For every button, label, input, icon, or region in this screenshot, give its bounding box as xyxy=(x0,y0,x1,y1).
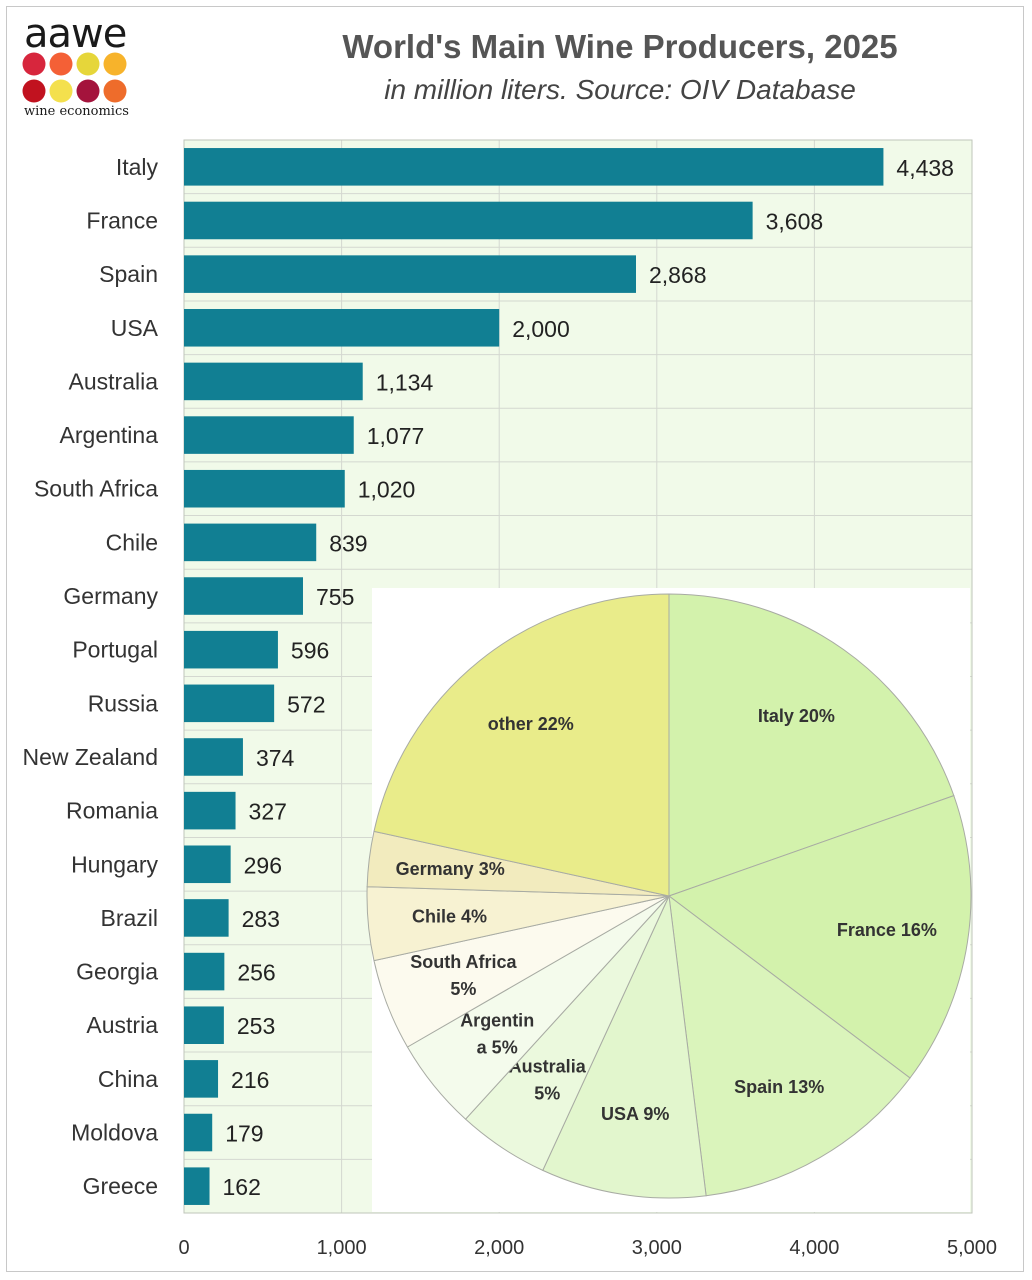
bar xyxy=(184,684,275,723)
category-label: USA xyxy=(111,315,159,341)
data-label: 256 xyxy=(237,960,275,986)
category-label: France xyxy=(86,207,158,233)
x-tick-label: 1,000 xyxy=(317,1237,367,1259)
logo-subtext: wine economics xyxy=(24,104,129,119)
data-label: 327 xyxy=(249,799,287,825)
pie-slice xyxy=(542,894,707,1199)
plot-border xyxy=(183,139,973,1214)
category-label: Argentina xyxy=(60,422,159,448)
data-label: 374 xyxy=(256,745,295,771)
x-tick-label: 5,000 xyxy=(947,1237,997,1259)
category-label: Spain xyxy=(99,261,158,287)
bar xyxy=(184,523,317,562)
category-label: Greece xyxy=(83,1173,158,1199)
category-label: China xyxy=(98,1066,158,1092)
logo-dot xyxy=(22,52,46,76)
bar xyxy=(184,1060,219,1098)
x-tick-label: 4,000 xyxy=(789,1237,839,1259)
data-label: 179 xyxy=(225,1121,263,1147)
pie-slice-label: France 16% xyxy=(837,920,937,940)
bar xyxy=(184,791,236,830)
category-label: Germany xyxy=(63,583,158,609)
logo-dot xyxy=(49,79,73,103)
category-label: Chile xyxy=(106,529,158,555)
bar xyxy=(184,845,231,884)
pie-slice-label: Spain 13% xyxy=(734,1077,824,1097)
bar xyxy=(184,630,278,669)
data-label: 1,077 xyxy=(367,423,425,449)
bar xyxy=(184,255,636,293)
pie-slice-label: other 22% xyxy=(488,714,574,734)
logo-dot xyxy=(22,79,46,103)
logo-dot xyxy=(76,52,100,76)
category-label: Italy xyxy=(116,154,159,180)
category-label: Austria xyxy=(86,1012,158,1038)
bar xyxy=(184,148,884,186)
category-label: Hungary xyxy=(71,851,158,877)
bar xyxy=(184,1113,213,1152)
pie-slice xyxy=(373,593,670,897)
category-label: Romania xyxy=(66,798,158,824)
bar xyxy=(184,899,229,937)
data-label: 3,608 xyxy=(766,208,824,234)
data-label: 2,868 xyxy=(649,262,707,288)
bar xyxy=(184,1006,224,1045)
data-label: 755 xyxy=(316,584,354,610)
data-label: 283 xyxy=(242,906,280,932)
data-label: 162 xyxy=(223,1174,261,1200)
pie-slice xyxy=(668,894,911,1197)
x-tick-label: 2,000 xyxy=(474,1237,524,1259)
pie-slice-label: Chile 4% xyxy=(412,906,487,926)
x-tick-label: 3,000 xyxy=(632,1237,682,1259)
pie-slice xyxy=(667,794,972,1079)
pie-slice-label: Argentin a 5% xyxy=(460,1011,534,1058)
pie-slice-label: Australia 5% xyxy=(509,1056,587,1103)
logo-dot xyxy=(103,79,127,103)
bar xyxy=(184,952,225,991)
data-label: 216 xyxy=(231,1067,269,1093)
data-label: 296 xyxy=(244,852,282,878)
bar xyxy=(184,1167,210,1205)
pie-slice-label: Italy 20% xyxy=(758,706,835,726)
data-label: 572 xyxy=(287,691,325,717)
bar xyxy=(184,416,354,454)
pie-slice-label: Germany 3% xyxy=(396,859,505,879)
bar xyxy=(184,577,303,615)
chart-frame xyxy=(6,6,1024,1272)
data-label: 1,020 xyxy=(358,477,416,503)
bar xyxy=(184,362,363,401)
bar xyxy=(184,469,345,508)
data-label: 839 xyxy=(329,530,367,556)
category-label: Russia xyxy=(88,690,159,716)
logo-dots-icon xyxy=(22,52,127,103)
data-label: 2,000 xyxy=(512,316,570,342)
logo-dot xyxy=(103,52,127,76)
bar xyxy=(184,738,243,776)
bar xyxy=(184,308,500,347)
data-label: 1,134 xyxy=(376,369,434,395)
logo-dot xyxy=(49,52,73,76)
category-label: Moldova xyxy=(71,1120,158,1146)
logo-dot xyxy=(76,79,100,103)
chart-subtitle: in million liters. Source: OIV Database xyxy=(384,74,856,105)
bar xyxy=(184,201,753,240)
category-label: Georgia xyxy=(76,959,158,985)
category-label: Portugal xyxy=(72,637,158,663)
category-label: Australia xyxy=(69,368,159,394)
data-label: 596 xyxy=(291,638,329,664)
pie-slice-label: USA 9% xyxy=(601,1104,669,1124)
category-label: South Africa xyxy=(34,476,158,502)
pie-slice-label: South Africa 5% xyxy=(410,952,517,999)
chart-title: World's Main Wine Producers, 2025 xyxy=(342,28,898,65)
x-tick-label: 0 xyxy=(178,1237,189,1259)
data-label: 4,438 xyxy=(896,155,954,181)
category-label: New Zealand xyxy=(22,744,158,770)
logo-wordmark: aawe xyxy=(24,11,127,57)
category-label: Brazil xyxy=(100,905,158,931)
data-label: 253 xyxy=(237,1013,275,1039)
